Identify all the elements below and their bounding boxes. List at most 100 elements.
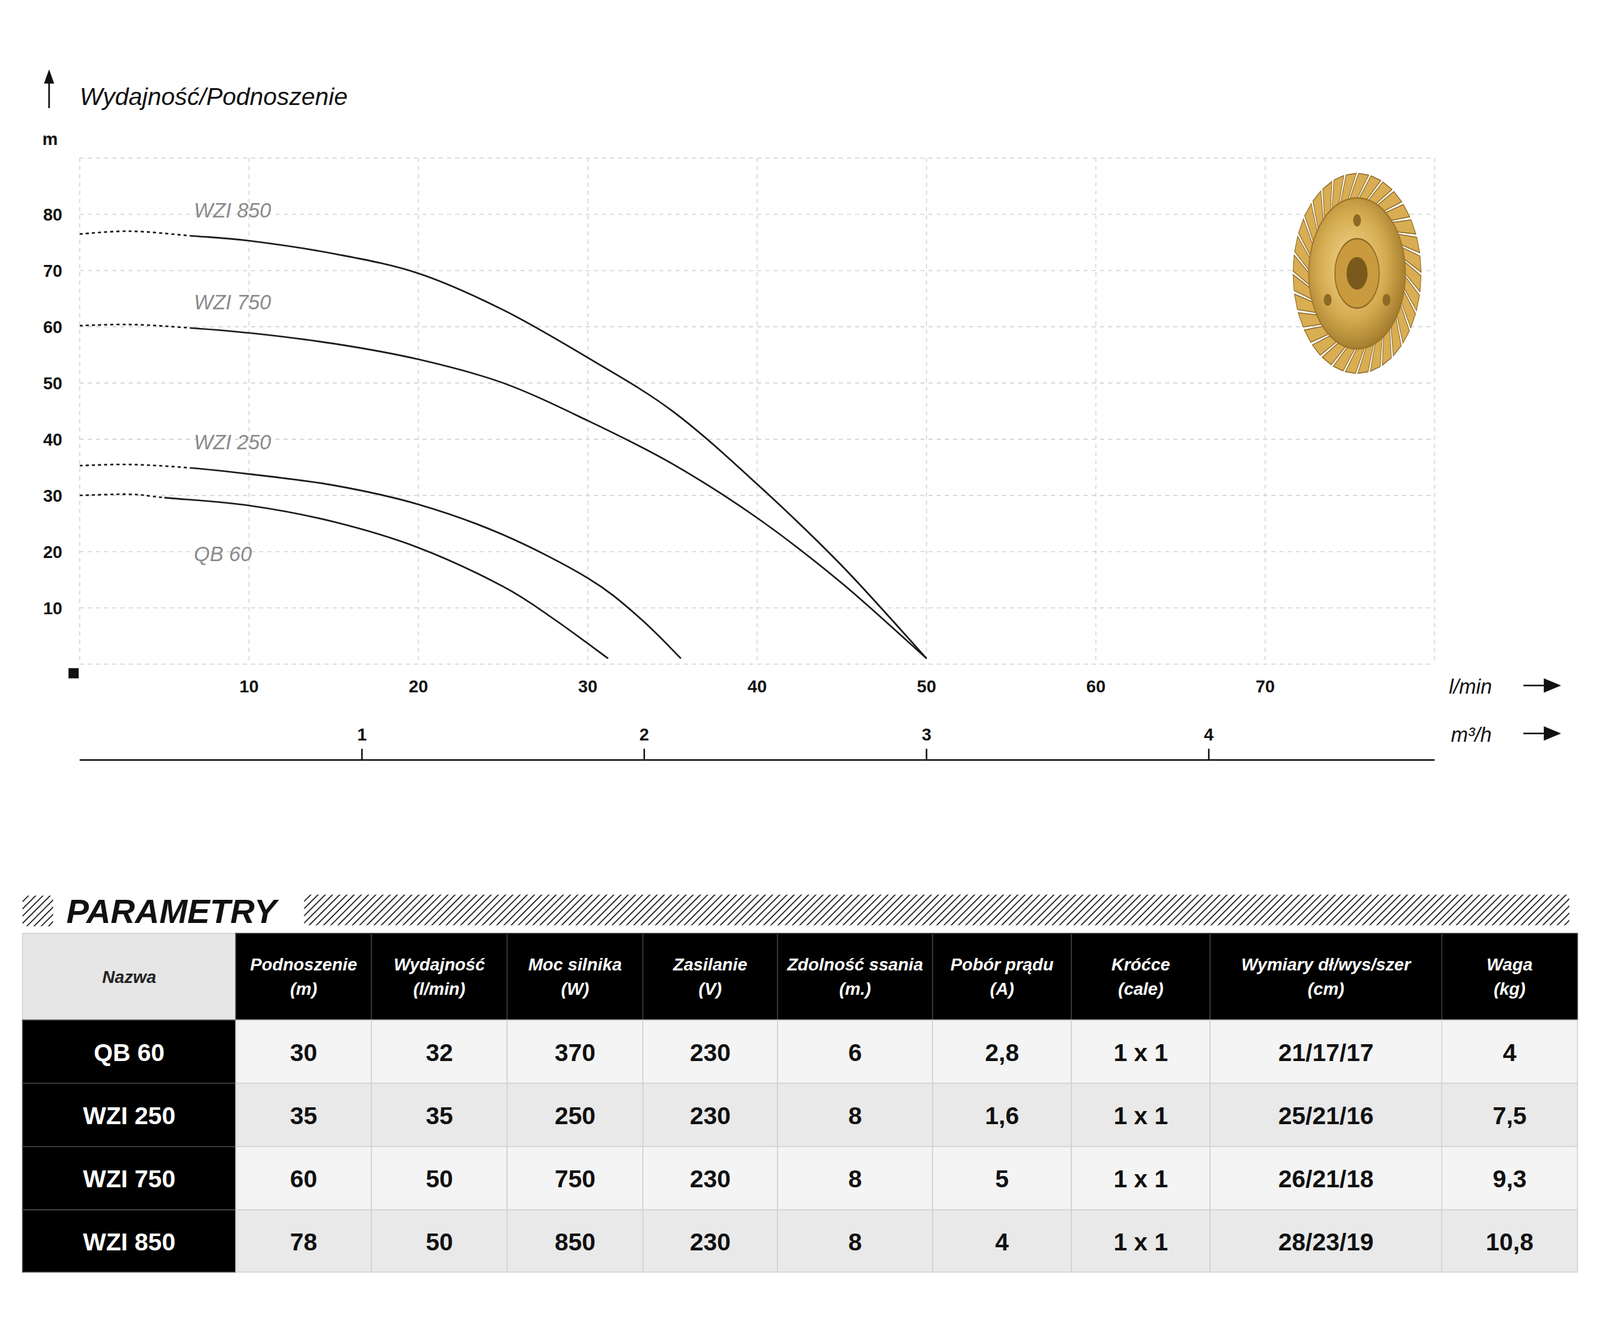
header-cell <box>1210 933 1442 1021</box>
x2-tick-label: 2 <box>639 725 649 745</box>
x-tick-label: 70 <box>1255 676 1275 697</box>
header-text: Króćce(cale) <box>1111 955 1170 999</box>
table-cell <box>1071 1083 1210 1147</box>
table-cell <box>777 1210 933 1273</box>
y-tick-label: 40 <box>43 430 63 450</box>
header-text: Nazwa <box>101 967 156 987</box>
x2-tick <box>925 748 927 760</box>
table-cell <box>371 1146 507 1210</box>
y-tick-label: 20 <box>43 542 63 562</box>
x-tick-label: 50 <box>916 676 937 697</box>
header-line: Podnoszenie <box>250 955 357 975</box>
cell-text: 50 <box>425 1165 454 1193</box>
y-grid-line <box>80 326 1435 328</box>
header-line: Nazwa <box>101 967 156 987</box>
x-grid-line <box>926 158 928 665</box>
row-name: QB 60 <box>93 1039 165 1067</box>
cell-text: 21/17/17 <box>1278 1039 1374 1067</box>
row-name-cell <box>22 1083 236 1147</box>
table-cell <box>1071 1020 1210 1084</box>
y-arrow-head <box>43 69 54 84</box>
cell-text: 230 <box>690 1165 731 1193</box>
series-label: WZI 750 <box>193 290 271 314</box>
cell-text: 9,3 <box>1492 1165 1527 1193</box>
cell-text: 250 <box>554 1102 595 1130</box>
table-cell <box>777 1020 933 1084</box>
row-name: WZI 250 <box>83 1102 176 1130</box>
y-tick-label: 80 <box>43 205 63 225</box>
table-cell <box>643 1210 778 1273</box>
table-cell <box>643 1083 778 1147</box>
x2-tick <box>361 748 363 760</box>
series-lines <box>80 231 927 659</box>
header-line: Moc silnika <box>528 955 622 975</box>
cell-text: 850 <box>554 1228 595 1256</box>
table-cell <box>235 1146 372 1210</box>
title-hatch <box>22 895 54 927</box>
x-grid-line <box>756 158 759 665</box>
header-cell <box>22 933 236 1021</box>
header-cell <box>371 933 507 1021</box>
table-cell <box>932 1210 1072 1273</box>
header-line: Pobór prądu <box>950 955 1054 975</box>
frame-right <box>1434 158 1436 665</box>
table-cell <box>1210 1020 1442 1084</box>
cell-text: 4 <box>1502 1039 1517 1067</box>
page: Wydajność/Podnoszeniem102030405060708010… <box>0 0 1600 1321</box>
table: NazwaPodnoszenie(m)Wydajność(l/min)Moc s… <box>22 933 1578 1273</box>
cell-text: 35 <box>425 1102 454 1130</box>
header-text: Wymiary dł/wys/szer(cm) <box>1241 955 1412 999</box>
header-cell <box>1071 933 1210 1021</box>
y-tick-label: 10 <box>43 598 63 619</box>
header-line: (cale) <box>1118 979 1164 999</box>
header-line: Wymiary dł/wys/szer <box>1241 955 1412 975</box>
table-cell <box>506 1083 643 1147</box>
y-grid-line <box>80 270 1435 272</box>
impeller-hole <box>1346 256 1368 290</box>
header-line: (kg) <box>1493 979 1526 999</box>
frame-bottom <box>80 663 1435 665</box>
cell-text: 78 <box>290 1228 318 1256</box>
cell-text: 10,8 <box>1485 1228 1534 1256</box>
series-label: WZI 250 <box>193 430 271 454</box>
table-title: PARAMETRY <box>66 892 279 930</box>
header-line: Zasilanie <box>672 955 748 975</box>
y-tick-label: 70 <box>43 261 63 281</box>
x-grid-line <box>1265 158 1267 665</box>
cell-text: 6 <box>848 1039 862 1067</box>
y-axis-label: m <box>42 129 59 149</box>
cell-text: 2,8 <box>985 1039 1019 1067</box>
table-cell <box>1441 1020 1578 1084</box>
cell-text: 60 <box>290 1165 318 1193</box>
x-tick-label: 40 <box>747 676 767 697</box>
cell-text: 30 <box>290 1039 318 1067</box>
table-cell <box>1441 1146 1578 1210</box>
x2-tick <box>643 748 645 760</box>
table-cell <box>506 1210 643 1273</box>
table-cell <box>506 1146 643 1210</box>
x-grid-line <box>587 158 589 665</box>
header-cell <box>506 933 643 1021</box>
x2-axis-line <box>80 759 1435 761</box>
series-line-dashed <box>80 231 190 236</box>
table-cell <box>371 1020 507 1084</box>
cell-text: 370 <box>554 1039 595 1067</box>
table-cell <box>371 1083 507 1147</box>
cell-text: 25/21/16 <box>1278 1102 1374 1130</box>
series-line <box>190 468 682 659</box>
header-cell <box>235 933 372 1021</box>
header-cell <box>777 933 933 1021</box>
table-cell <box>235 1020 372 1084</box>
x-tick-label: 10 <box>239 676 259 697</box>
cell-text: 1 x 1 <box>1113 1102 1169 1130</box>
header-line: (V) <box>698 979 722 999</box>
series-line-dashed <box>80 324 190 329</box>
header-cell <box>932 933 1072 1021</box>
table-cell <box>932 1146 1072 1210</box>
cell-text: 230 <box>690 1102 731 1130</box>
table-cell <box>1210 1210 1442 1273</box>
table-cell <box>235 1083 372 1147</box>
y-grid-line <box>80 382 1435 384</box>
impeller-hub <box>1335 238 1380 309</box>
impeller-bolt <box>1323 293 1332 307</box>
